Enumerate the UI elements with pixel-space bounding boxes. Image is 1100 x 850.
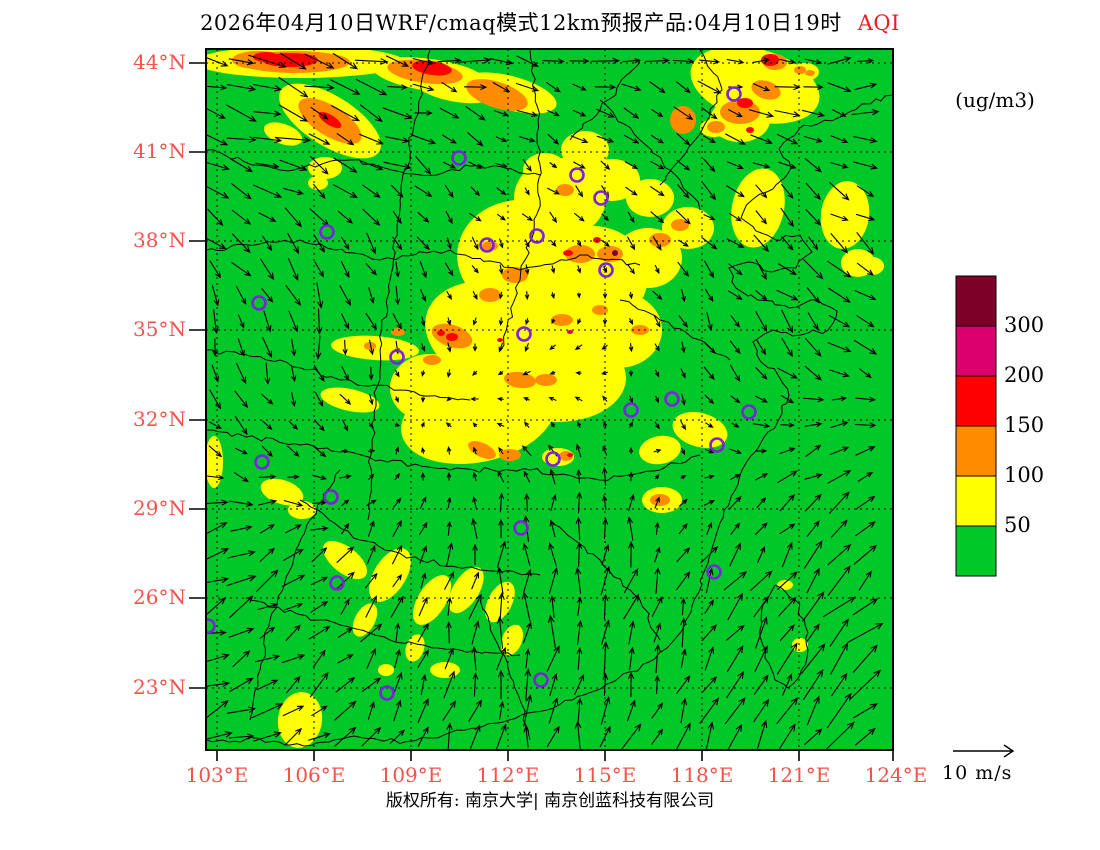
station-marker — [741, 404, 757, 420]
figure-title: 2026年04月10日WRF/cmaq模式12km预报产品:04月10日19时 A… — [0, 7, 1100, 37]
station-marker — [706, 564, 722, 580]
station-marker — [389, 349, 405, 365]
colorbar-cell — [955, 325, 997, 377]
station-marker — [379, 685, 395, 701]
colorbar-tick-150: 150 — [1004, 413, 1045, 437]
station-marker — [516, 326, 532, 342]
colorbar-tick-100: 100 — [1004, 463, 1045, 487]
lat-label-26N: 26°N — [133, 585, 186, 609]
aqi-patches-layer — [206, 49, 884, 748]
lat-label-23N: 23°N — [133, 675, 186, 699]
colorbar-tick-300: 300 — [1004, 313, 1045, 337]
station-marker — [513, 520, 529, 536]
station-marker — [323, 489, 339, 505]
station-marker — [664, 391, 680, 407]
lon-label-106E: 106°E — [282, 763, 346, 787]
lat-label-29N: 29°N — [133, 496, 186, 520]
colorbar-tick-50: 50 — [1004, 513, 1031, 537]
station-marker — [251, 295, 267, 311]
colorbar-cell — [955, 275, 997, 327]
map-layers — [206, 49, 893, 750]
colorbar-unit-label: (ug/m3) — [955, 88, 1035, 112]
copyright-footer: 版权所有: 南京大学| 南京创蓝科技有限公司 — [385, 791, 715, 811]
colorbar-cell — [955, 475, 997, 527]
title-species-label: AQI — [857, 11, 900, 35]
colorbar — [955, 275, 997, 577]
lat-label-44N: 44°N — [133, 50, 186, 74]
colorbar-cell — [955, 525, 997, 577]
title-text: 2026年04月10日WRF/cmaq模式12km预报产品:04月10日19时 — [200, 11, 842, 35]
station-marker — [593, 190, 609, 206]
lon-label-115E: 115°E — [573, 763, 637, 787]
station-marker — [479, 237, 495, 253]
station-marker — [709, 437, 725, 453]
lon-label-112E: 112°E — [476, 763, 540, 787]
station-marker — [529, 228, 545, 244]
station-marker — [206, 618, 216, 634]
wind-arrows-layer — [206, 52, 884, 750]
lon-label-103E: 103°E — [185, 763, 249, 787]
station-marker — [329, 575, 345, 591]
wind-scale-arrow — [953, 744, 1015, 758]
station-markers-layer — [206, 86, 757, 701]
station-marker — [623, 402, 639, 418]
map-border — [205, 48, 894, 751]
axis-ticks-layer — [189, 62, 894, 761]
lat-label-35N: 35°N — [133, 317, 186, 341]
lon-label-124E: 124°E — [864, 763, 928, 787]
lon-label-121E: 121°E — [767, 763, 831, 787]
station-marker — [254, 454, 270, 470]
station-marker — [533, 672, 549, 688]
lon-label-118E: 118°E — [670, 763, 734, 787]
station-marker — [545, 451, 561, 467]
lon-label-109E: 109°E — [379, 763, 443, 787]
station-marker — [569, 167, 585, 183]
station-marker — [319, 224, 335, 240]
station-marker — [451, 150, 467, 166]
colorbar-cell — [955, 375, 997, 427]
colorbar-cell — [955, 425, 997, 477]
lat-label-38N: 38°N — [133, 228, 186, 252]
station-marker — [726, 86, 742, 102]
colorbar-tick-200: 200 — [1004, 363, 1045, 387]
wind-scale-label: 10 m/s — [942, 762, 1013, 784]
boundaries-layer — [206, 49, 893, 747]
lat-label-32N: 32°N — [133, 407, 186, 431]
station-marker — [598, 262, 614, 278]
lat-label-41N: 41°N — [133, 139, 186, 163]
